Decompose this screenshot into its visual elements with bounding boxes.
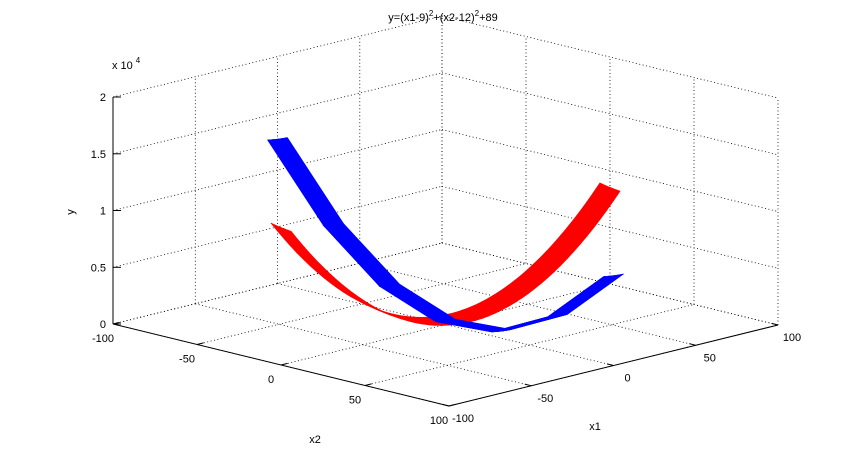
x1-tick-label: -100 [452, 413, 474, 425]
x1-tick-label: -50 [537, 393, 553, 405]
x2-tick [196, 342, 204, 345]
x2-tick-label: 50 [349, 395, 361, 407]
grid-line [112, 185, 443, 268]
tick-labels: 0 0.5 1 1.5 2 -100 -50 0 50 100 -100 -50 0 50 100 [91, 92, 801, 427]
z-tick-label: 1 [100, 206, 106, 218]
chart-title: y=(x1-9)2+(x2-12)2+89 [388, 9, 498, 24]
z-tick-label: 0.5 [91, 262, 106, 274]
x2-tick [112, 321, 120, 325]
x1-tick [771, 322, 779, 326]
x2-tick-label: -50 [179, 354, 195, 366]
surface-facet [609, 189, 621, 202]
x1-axis-label: x1 [589, 421, 601, 433]
surface-facet [510, 314, 568, 330]
x1-tick-label: 0 [624, 373, 630, 385]
x2-axis-label: x2 [309, 434, 321, 446]
surface-blue [267, 137, 625, 333]
z-axis-label: y [65, 209, 77, 215]
z-tick-label: 2 [100, 92, 106, 104]
x1-tick [442, 403, 450, 407]
x2-tick [280, 362, 288, 366]
z-scale-exponent: 4 [136, 56, 141, 65]
z-tick-label: 1.5 [91, 149, 106, 161]
x1-tick [524, 383, 532, 387]
title-sup2: 2 [475, 9, 480, 18]
grid-lines [112, 15, 779, 407]
x1-tick-label: 50 [704, 352, 716, 364]
x2-tick [448, 403, 456, 407]
x2-tick-label: 0 [268, 374, 274, 386]
grid-line [112, 15, 443, 98]
grid-line [112, 129, 443, 211]
x2-tick-label: -100 [92, 333, 114, 345]
surfaces [267, 137, 625, 333]
axes-lines [112, 96, 779, 407]
grid-line [280, 283, 611, 366]
x1-tick [606, 363, 614, 366]
z-tick-label: 0 [100, 319, 106, 331]
title-end: +89 [479, 12, 498, 24]
title-sup1: 2 [429, 9, 434, 18]
grid-line [196, 263, 527, 345]
surface-red [270, 182, 621, 326]
z-scale-base: x 10 [112, 60, 133, 72]
z-scale-label: x 10 4 [112, 56, 141, 72]
surface-facet [566, 273, 625, 315]
grid-line [112, 242, 443, 325]
x2-tick-label: 100 [430, 415, 448, 427]
title-mid: +(x2-12) [433, 12, 474, 24]
x1-tick-label: 100 [783, 332, 801, 344]
grid-line [364, 304, 695, 386]
x2-tick [364, 383, 372, 386]
x1-tick [689, 343, 696, 346]
grid-line [112, 72, 443, 155]
grid-line [441, 72, 779, 156]
title-base: y=(x1-9) [388, 12, 429, 24]
